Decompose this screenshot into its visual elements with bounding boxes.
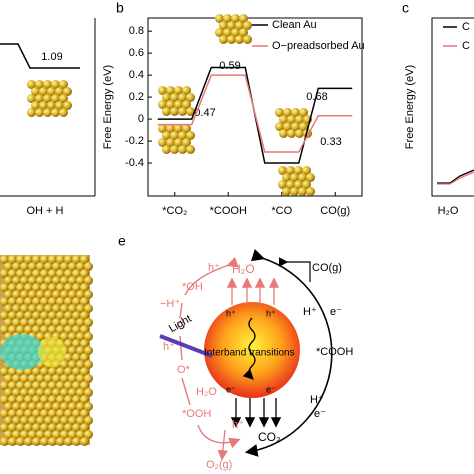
diagram-label: H⁺ [303, 306, 317, 318]
light-arrow [159, 334, 213, 358]
atom-image [27, 80, 72, 117]
cycle-arrow [244, 248, 333, 457]
y-tick-label: -0.4 [125, 157, 144, 169]
y-axis-label: Free Energy (eV) [102, 65, 114, 149]
annotation: 0.59 [219, 60, 240, 72]
plot-frame [147, 17, 363, 197]
photocatalyst [204, 302, 300, 398]
diagram-label: H₂O [232, 262, 255, 276]
x-label: H₂O [438, 205, 459, 217]
y-tick-label: 0.2 [129, 91, 144, 103]
diagram-label: O* [177, 364, 191, 376]
energy-path [437, 169, 474, 184]
annotation: 0.47 [194, 107, 215, 119]
legend-label: C [462, 40, 470, 52]
diagram-label: O [177, 320, 186, 332]
diagram-label: e⁻ [266, 384, 276, 394]
panel-e: e H₂O h⁺ *OH −H⁺ O h⁺ O* H₂O *OOH h⁺ O₂(… [118, 233, 353, 471]
diagram-label: e⁻ [330, 306, 342, 318]
atom-image [215, 14, 252, 44]
y-tick-label: 0.6 [129, 47, 144, 59]
x-tick-label: *CO [271, 205, 292, 217]
energy-path [437, 171, 474, 185]
x-tick-label: *COOH [210, 205, 247, 217]
atom-image [158, 86, 195, 116]
diagram-label: CO₂ [258, 430, 281, 444]
panel-a: 1.09 OH + H [0, 18, 96, 217]
diagram-label: Interband transitions [204, 348, 295, 359]
diagram-label: h⁺ [226, 308, 236, 318]
diagram-label: *OOH [182, 408, 211, 420]
diagram-label: h⁺ [163, 341, 175, 353]
diagram-label: h⁺ [232, 419, 244, 431]
panel-label: e [118, 233, 126, 249]
y-tick-label: 0 [138, 113, 144, 125]
x-label: OH + H [27, 205, 64, 217]
annotation: 0.33 [320, 136, 341, 148]
legend-label: O−preadsorbed Au [272, 40, 365, 52]
atom-image [275, 108, 312, 138]
energy-path [157, 74, 353, 153]
diagram-label: CO(g) [312, 262, 342, 274]
atom-image [158, 124, 195, 154]
diagram-label: e⁻ [314, 408, 326, 420]
arrow [217, 429, 229, 461]
annotation: 0.68 [306, 91, 327, 103]
atom-image [278, 166, 315, 196]
panel-label: b [116, 0, 124, 16]
legend-label: Clean Au [272, 19, 317, 31]
plot-frame [431, 17, 474, 197]
panel-label: c [402, 0, 409, 16]
diagram-label: H₂O [196, 386, 217, 398]
y-tick-label: -0.2 [125, 135, 144, 147]
diagram-label: O₂(g) [206, 459, 232, 471]
value-label: 1.09 [41, 51, 62, 63]
legend-label: C [462, 21, 470, 33]
diagram-label: e⁻ [226, 384, 236, 394]
y-tick-label: 0.4 [129, 69, 144, 81]
diagram-label: *COOH [316, 346, 353, 358]
x-tick-label: CO(g) [320, 205, 350, 217]
panel-c: c Free Energy (eV) C C H₂O [402, 0, 474, 217]
cycle-arrow [179, 302, 238, 443]
energy-path [0, 43, 80, 69]
diagram-label: −H⁺ [160, 298, 180, 310]
diagram-label: h⁺ [266, 308, 276, 318]
y-axis-label: Free Energy (eV) [404, 65, 416, 149]
y-tick-label: 0.8 [129, 25, 144, 37]
arrow [278, 257, 311, 282]
diagram-label: *OH [182, 281, 203, 293]
x-tick-label: *CO₂ [162, 205, 187, 217]
panel-b: b Free Energy (eV) 0.59 0.47 0.68 0.33 -… [102, 0, 365, 217]
diagram-label: H⁺ [310, 394, 324, 406]
cycle-arrow [184, 256, 239, 296]
panel-d-image [0, 255, 93, 446]
diagram-label: h⁺ [208, 262, 220, 274]
